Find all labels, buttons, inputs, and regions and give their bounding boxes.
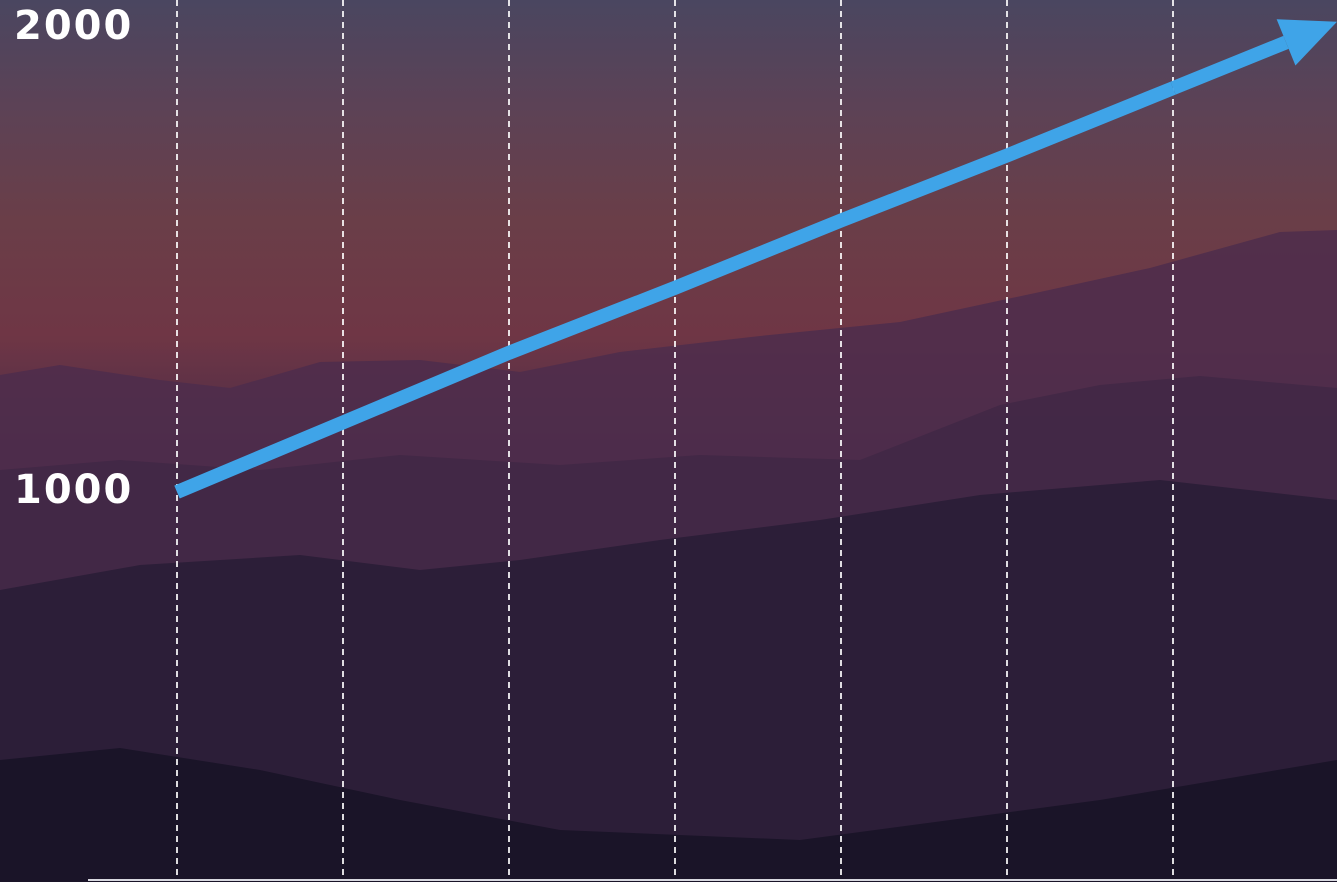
arrow-head [1276, 19, 1337, 66]
y-tick-label: 1000 [14, 467, 133, 513]
y-tick-label: 2000 [14, 3, 133, 49]
arrow-shaft [1170, 35, 1289, 95]
trend-line [174, 81, 1176, 499]
